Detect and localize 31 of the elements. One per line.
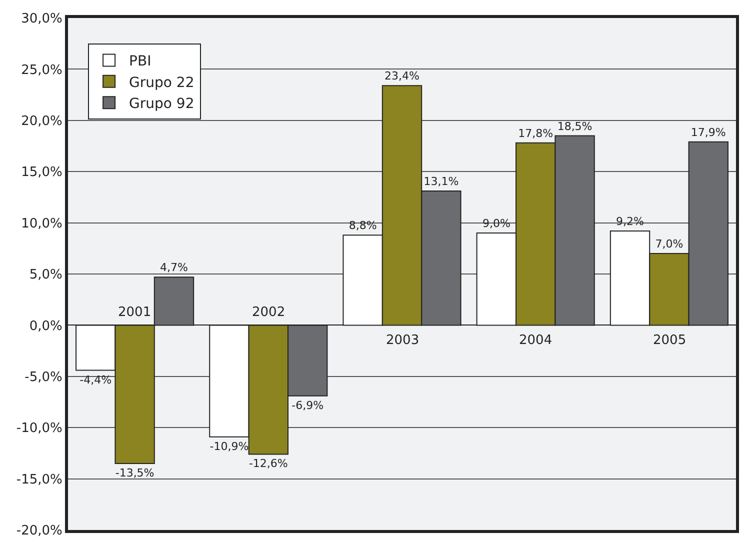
x-tick-label: 2001: [118, 305, 152, 320]
data-label: -10,9%: [210, 440, 249, 453]
legend-label: Grupo 22: [129, 74, 194, 91]
y-tick-label: 20,0%: [21, 114, 62, 129]
y-tick-label: 15,0%: [21, 165, 62, 180]
data-label: -4,4%: [80, 373, 112, 386]
data-label: 17,8%: [518, 126, 554, 140]
x-tick-label: 2002: [252, 305, 286, 320]
data-label: 13,1%: [424, 175, 459, 188]
y-tick-label: 25,0%: [21, 62, 62, 78]
y-tick-label: 10,0%: [21, 216, 62, 232]
x-tick-label: 2005: [653, 333, 686, 348]
data-label: 17,9%: [690, 126, 726, 139]
y-tick-label: 0,0%: [29, 318, 62, 334]
legend-label: PBI: [129, 54, 152, 70]
data-label: -13,5%: [115, 466, 154, 480]
y-tick-label: -20,0%: [16, 524, 62, 539]
data-label: 23,4%: [384, 70, 420, 83]
data-label: -12,6%: [248, 457, 288, 470]
legend-label: Grupo 92: [129, 96, 194, 112]
data-label: 4,7%: [160, 261, 188, 274]
y-tick-label: -5,0%: [24, 370, 62, 385]
x-tick-label: 2003: [386, 333, 420, 348]
x-tick-label: 2004: [519, 333, 552, 348]
y-tick-label: -15,0%: [16, 472, 62, 488]
data-label: 18,5%: [557, 120, 592, 133]
y-tick-label: 30,0%: [21, 12, 62, 27]
data-label: -6,9%: [292, 398, 324, 412]
y-tick-label: 5,0%: [29, 268, 62, 283]
y-tick-label: -10,0%: [16, 421, 62, 436]
data-label: 7,0%: [655, 238, 684, 251]
